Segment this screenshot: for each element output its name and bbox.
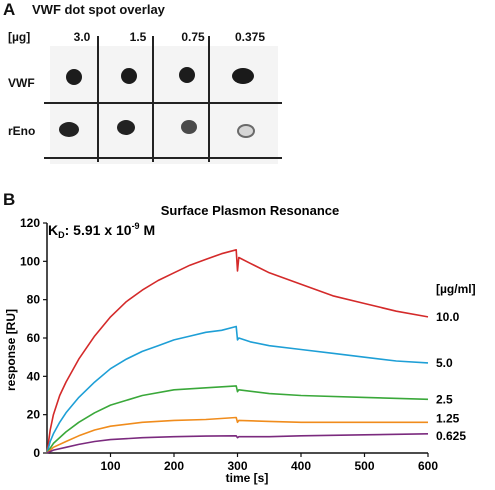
x-tick-label: 100 — [100, 459, 120, 473]
x-axis-label: time [s] — [226, 471, 269, 485]
grid-line — [44, 102, 282, 104]
grid-line — [97, 36, 99, 162]
kd-value: : 5.91 x 10 — [65, 222, 132, 238]
kd-k: K — [48, 222, 58, 238]
y-tick-label: 40 — [27, 369, 41, 383]
dot-spot-vwf-1-5 — [121, 68, 137, 84]
concentration-label: 0.375 — [234, 30, 266, 44]
y-tick-label: 60 — [27, 331, 41, 345]
panel-a-title: VWF dot spot overlay — [32, 2, 165, 17]
series-line-5-0 — [46, 325, 429, 454]
dot-spot-reno-3-0 — [59, 122, 79, 137]
y-tick-label: 0 — [33, 446, 40, 460]
x-tick-label: 400 — [291, 459, 311, 473]
y-tick-label: 100 — [20, 254, 40, 268]
y-axis-label: response [RU] — [4, 309, 18, 391]
dot-spot-reno-0-75 — [181, 120, 197, 134]
concentration-label: 1.5 — [129, 30, 147, 44]
series-line-0-625 — [46, 433, 429, 454]
series-line-1-25 — [46, 416, 428, 454]
series-label: 0.625 — [436, 429, 466, 443]
dot-spot-vwf-3-0 — [66, 69, 82, 85]
x-tick-label: 200 — [164, 459, 184, 473]
chart-title: Surface Plasmon Resonance — [161, 203, 339, 218]
spr-chart-svg: Surface Plasmon Resonance KD: 5.91 x 10-… — [4, 203, 476, 485]
dot-spot-vwf-0-75 — [179, 67, 195, 83]
y-tick-label: 80 — [27, 293, 41, 307]
x-tick-label: 600 — [418, 459, 438, 473]
dot-spot-reno-0-375 — [237, 124, 255, 138]
series-label: 5.0 — [436, 356, 453, 370]
kd-label: KD: 5.91 x 10-9 M — [48, 221, 155, 240]
panel-a-letter: A — [3, 0, 16, 19]
kd-exponent: -9 — [132, 221, 140, 231]
grid-line — [152, 36, 154, 162]
x-tick-label: 300 — [227, 459, 247, 473]
row-label-vwf: VWF — [8, 76, 35, 90]
series-label: 1.25 — [436, 411, 460, 425]
grid-line — [44, 157, 282, 159]
dot-spot-vwf-0-375 — [232, 68, 254, 84]
row-label-reno: rEno — [8, 124, 36, 138]
series-line-10-0 — [46, 249, 429, 454]
series-label: 2.5 — [436, 392, 453, 406]
kd-unit: M — [140, 222, 156, 238]
spr-chart: Surface Plasmon Resonance KD: 5.91 x 10-… — [0, 190, 495, 485]
series-line-2-5 — [46, 385, 429, 454]
x-tick-label: 500 — [354, 459, 374, 473]
series-label: 10.0 — [436, 310, 460, 324]
y-tick-label: 20 — [27, 408, 41, 422]
unit-label: [µg] — [8, 30, 31, 44]
grid-line — [208, 36, 210, 162]
dot-spot-table: [µg] 3.0 1.5 0.75 0.375 VWF rEno — [8, 30, 283, 165]
concentration-label: 0.75 — [181, 30, 205, 44]
legend-title: [µg/ml] — [436, 282, 476, 296]
dot-spot-reno-1-5 — [117, 120, 135, 135]
membrane — [50, 46, 278, 164]
kd-subscript: D — [58, 230, 65, 240]
y-tick-label: 120 — [20, 216, 40, 230]
panel-b-letter: B — [3, 190, 16, 209]
concentration-label: 3.0 — [73, 30, 91, 44]
